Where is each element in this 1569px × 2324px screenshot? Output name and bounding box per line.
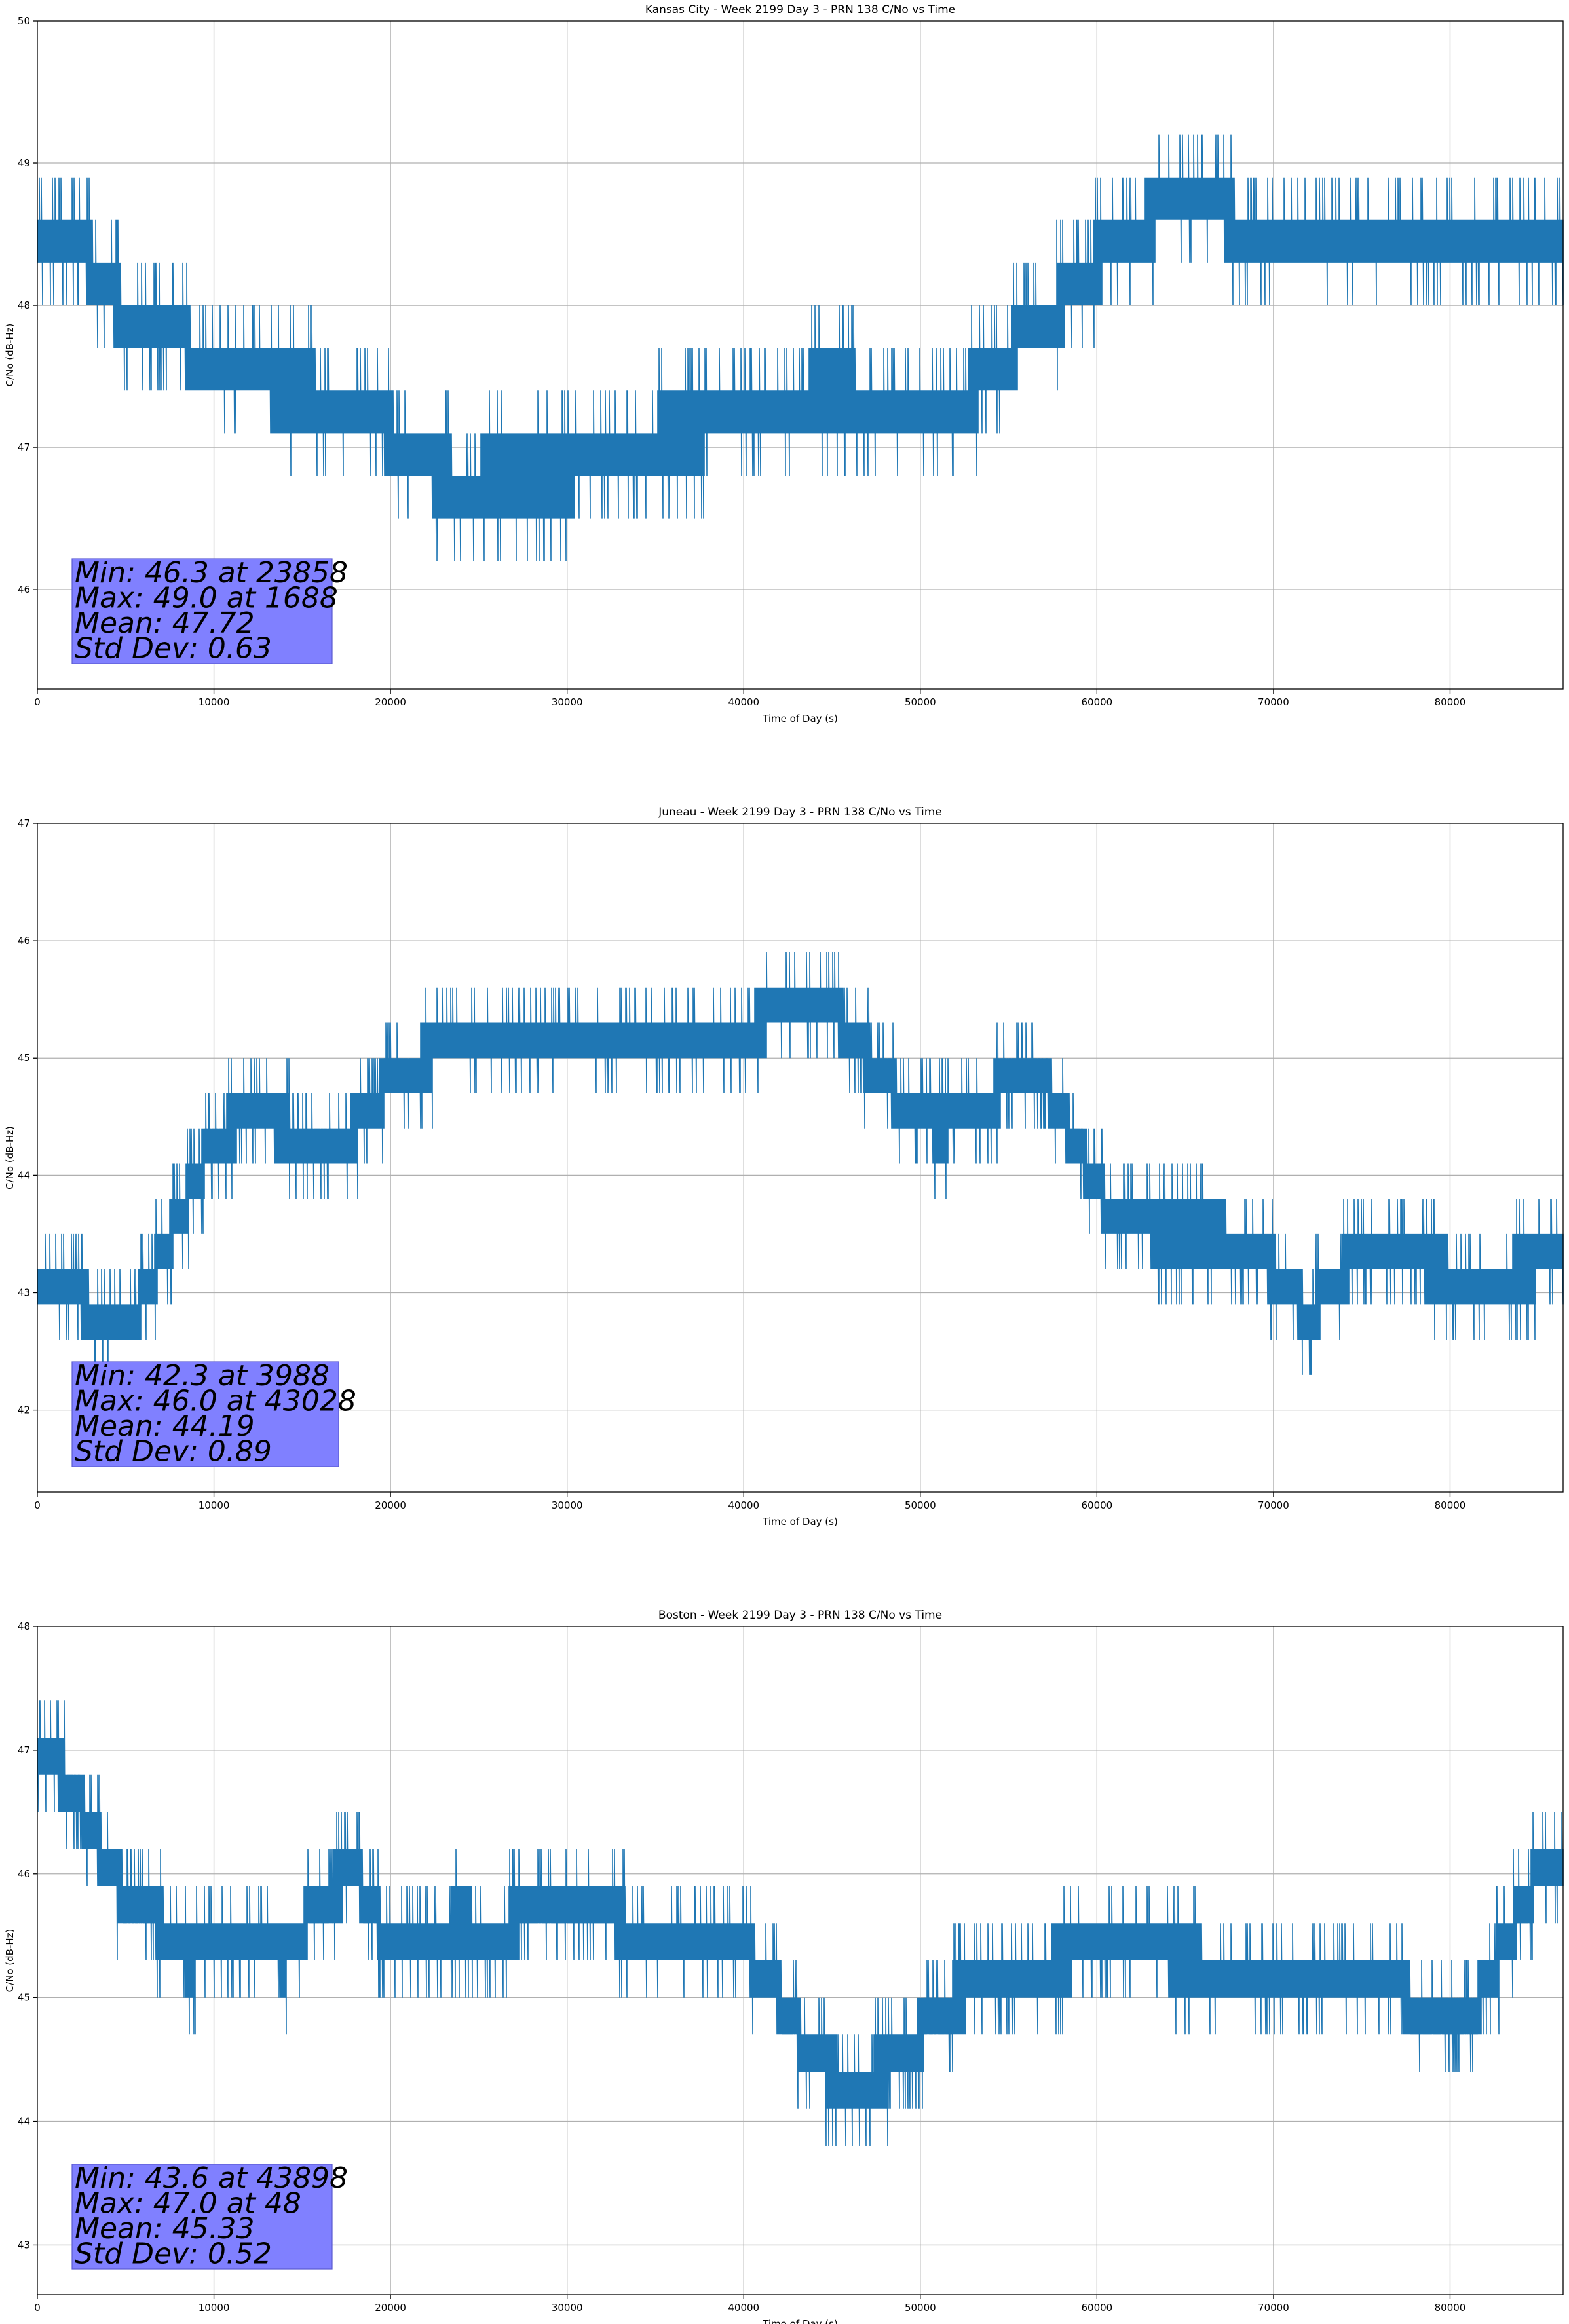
y-axis-label: C/No (dB-Hz) <box>4 324 16 387</box>
x-tick-label: 0 <box>34 2302 41 2314</box>
x-tick-label: 80000 <box>1435 1499 1466 1511</box>
y-tick-label: 44 <box>18 1169 30 1181</box>
y-tick-label: 47 <box>18 441 30 453</box>
x-tick-label: 10000 <box>198 696 230 708</box>
stats-min: Min: 46.3 at 23858 <box>75 556 348 590</box>
stats-mean: Mean: 44.19 <box>75 1410 255 1443</box>
x-axis-label: Time of Day (s) <box>762 713 838 724</box>
x-tick-label: 60000 <box>1082 2302 1113 2314</box>
y-axis-label: C/No (dB-Hz) <box>4 1126 16 1190</box>
stats-mean: Mean: 45.33 <box>75 2212 255 2245</box>
y-tick-label: 42 <box>18 1404 30 1416</box>
chart-panel-2: 0 10000 20000 30000 40000 50000 60000 70000 8000… <box>4 806 1564 1527</box>
stats-std-dev: Std Dev: 0.89 <box>75 1435 272 1469</box>
x-tick-label: 50000 <box>905 1499 936 1511</box>
cno-series-line <box>37 952 1564 1375</box>
chart-panel-3: 0 10000 20000 30000 40000 50000 60000 70000 8000… <box>4 1609 1564 2324</box>
stats-box <box>71 2164 333 2270</box>
plot-frame <box>37 20 1564 690</box>
x-axis-label: Time of Day (s) <box>762 2318 838 2324</box>
x-tick-label: 0 <box>34 1499 41 1511</box>
x-tick-label: 0 <box>34 696 41 708</box>
stats-std-dev: Std Dev: 0.52 <box>75 2238 272 2271</box>
x-tick-label: 40000 <box>728 696 759 708</box>
y-tick-label: 48 <box>18 299 30 311</box>
y-tick-label: 46 <box>18 1868 30 1880</box>
y-tick-label: 46 <box>18 584 30 595</box>
x-tick-label: 40000 <box>728 2302 759 2314</box>
stats-max: Max: 47.0 at 48 <box>75 2187 301 2221</box>
plot-frame <box>37 1626 1564 2295</box>
stats-box <box>71 558 333 664</box>
y-tick-label: 43 <box>18 2239 30 2251</box>
stats-std-dev: Std Dev: 0.63 <box>75 632 272 665</box>
x-tick-label: 20000 <box>375 1499 406 1511</box>
y-tick-label: 44 <box>18 2116 30 2127</box>
y-tick-label: 47 <box>18 817 30 829</box>
stats-min: Min: 43.6 at 43898 <box>75 2162 348 2195</box>
chart-title: Kansas City - Week 2199 Day 3 - PRN 138 … <box>645 3 955 16</box>
x-tick-label: 70000 <box>1258 1499 1289 1511</box>
x-tick-label: 10000 <box>198 1499 230 1511</box>
x-tick-label: 20000 <box>375 2302 406 2314</box>
stats-mean: Mean: 47.72 <box>75 607 255 640</box>
x-tick-label: 70000 <box>1258 2302 1289 2314</box>
chart-title: Boston - Week 2199 Day 3 - PRN 138 C/No … <box>658 1609 942 1622</box>
x-tick-label: 60000 <box>1082 696 1113 708</box>
x-tick-label: 30000 <box>552 1499 583 1511</box>
y-tick-label: 49 <box>18 157 30 169</box>
x-tick-label: 50000 <box>905 2302 936 2314</box>
cno-series-line <box>37 134 1564 561</box>
y-tick-label: 45 <box>18 1052 30 1064</box>
x-tick-label: 60000 <box>1082 1499 1113 1511</box>
stats-min: Min: 42.3 at 3988 <box>75 1359 330 1393</box>
y-tick-label: 47 <box>18 1744 30 1756</box>
x-tick-label: 50000 <box>905 696 936 708</box>
y-tick-label: 50 <box>18 15 30 27</box>
stats-max: Max: 49.0 at 1688 <box>75 582 338 615</box>
x-tick-label: 20000 <box>375 696 406 708</box>
x-tick-label: 40000 <box>728 1499 759 1511</box>
x-tick-label: 30000 <box>552 2302 583 2314</box>
x-tick-label: 10000 <box>198 2302 230 2314</box>
x-tick-label: 70000 <box>1258 696 1289 708</box>
chart-title: Juneau - Week 2199 Day 3 - PRN 138 C/No … <box>658 806 942 819</box>
y-tick-label: 48 <box>18 1621 30 1632</box>
stats-box <box>71 1361 339 1467</box>
x-axis-label: Time of Day (s) <box>762 1516 838 1527</box>
y-tick-label: 43 <box>18 1286 30 1298</box>
y-tick-label: 45 <box>18 1992 30 2004</box>
y-axis-label: C/No (dB-Hz) <box>4 1929 16 1993</box>
x-tick-label: 80000 <box>1435 696 1466 708</box>
cno-series-line <box>37 1700 1564 2146</box>
x-tick-label: 80000 <box>1435 2302 1466 2314</box>
plot-frame <box>37 823 1564 1493</box>
chart-panel-1: 0 10000 20000 30000 40000 50000 60000 70000 8000… <box>4 3 1564 724</box>
x-tick-label: 30000 <box>552 696 583 708</box>
stats-max: Max: 46.0 at 43028 <box>75 1385 356 1418</box>
y-tick-label: 46 <box>18 935 30 946</box>
